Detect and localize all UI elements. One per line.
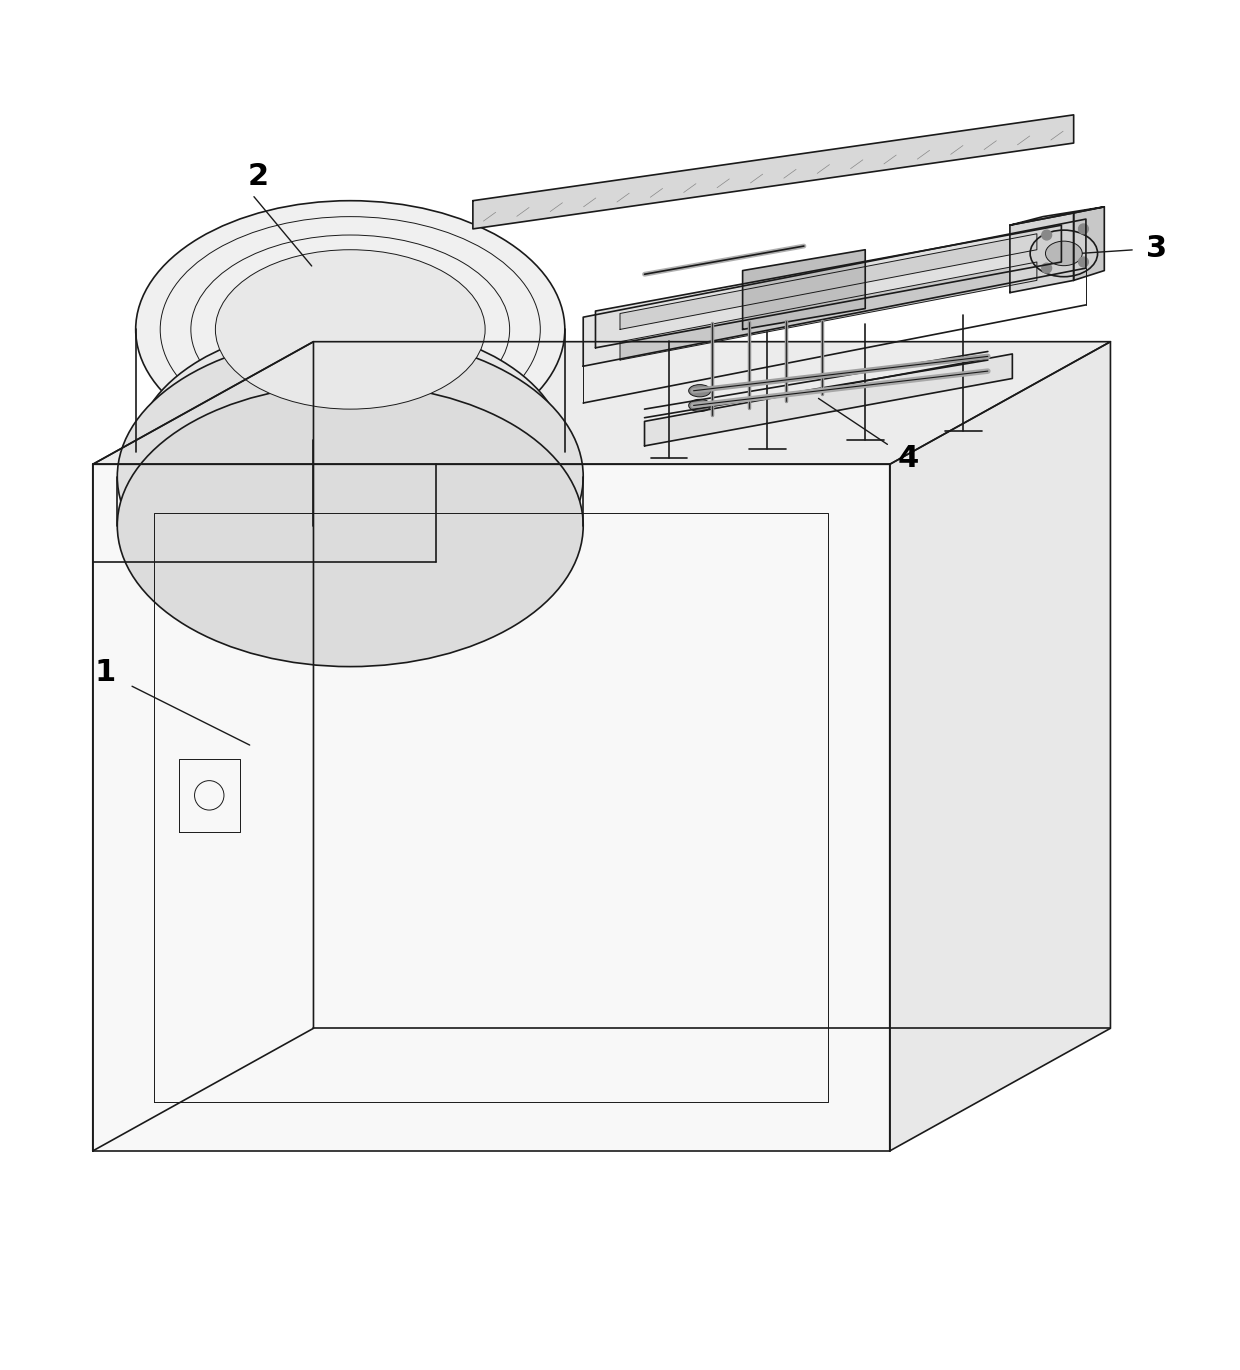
Ellipse shape <box>118 336 583 618</box>
Ellipse shape <box>688 399 711 411</box>
Polygon shape <box>620 262 1037 360</box>
Polygon shape <box>595 225 1061 348</box>
Polygon shape <box>645 353 1012 445</box>
Polygon shape <box>1009 207 1105 225</box>
Text: 1: 1 <box>94 658 115 688</box>
Circle shape <box>1079 223 1089 234</box>
Ellipse shape <box>1030 230 1097 277</box>
Circle shape <box>1042 263 1052 273</box>
Circle shape <box>1042 230 1052 240</box>
Polygon shape <box>472 115 1074 229</box>
Text: 2: 2 <box>248 162 269 190</box>
Ellipse shape <box>1045 241 1083 266</box>
Polygon shape <box>583 219 1086 366</box>
Ellipse shape <box>216 249 485 410</box>
Text: 4: 4 <box>898 444 919 473</box>
Polygon shape <box>620 234 1037 329</box>
Polygon shape <box>93 341 314 1151</box>
Polygon shape <box>890 341 1111 1151</box>
Ellipse shape <box>135 323 565 581</box>
Polygon shape <box>1009 212 1074 293</box>
Ellipse shape <box>688 385 711 397</box>
Ellipse shape <box>135 200 565 458</box>
Ellipse shape <box>118 385 583 667</box>
Text: 3: 3 <box>1147 234 1168 263</box>
Polygon shape <box>1074 207 1105 281</box>
Polygon shape <box>743 249 866 329</box>
Circle shape <box>1079 258 1089 267</box>
Polygon shape <box>93 341 1111 464</box>
Polygon shape <box>93 464 890 1151</box>
